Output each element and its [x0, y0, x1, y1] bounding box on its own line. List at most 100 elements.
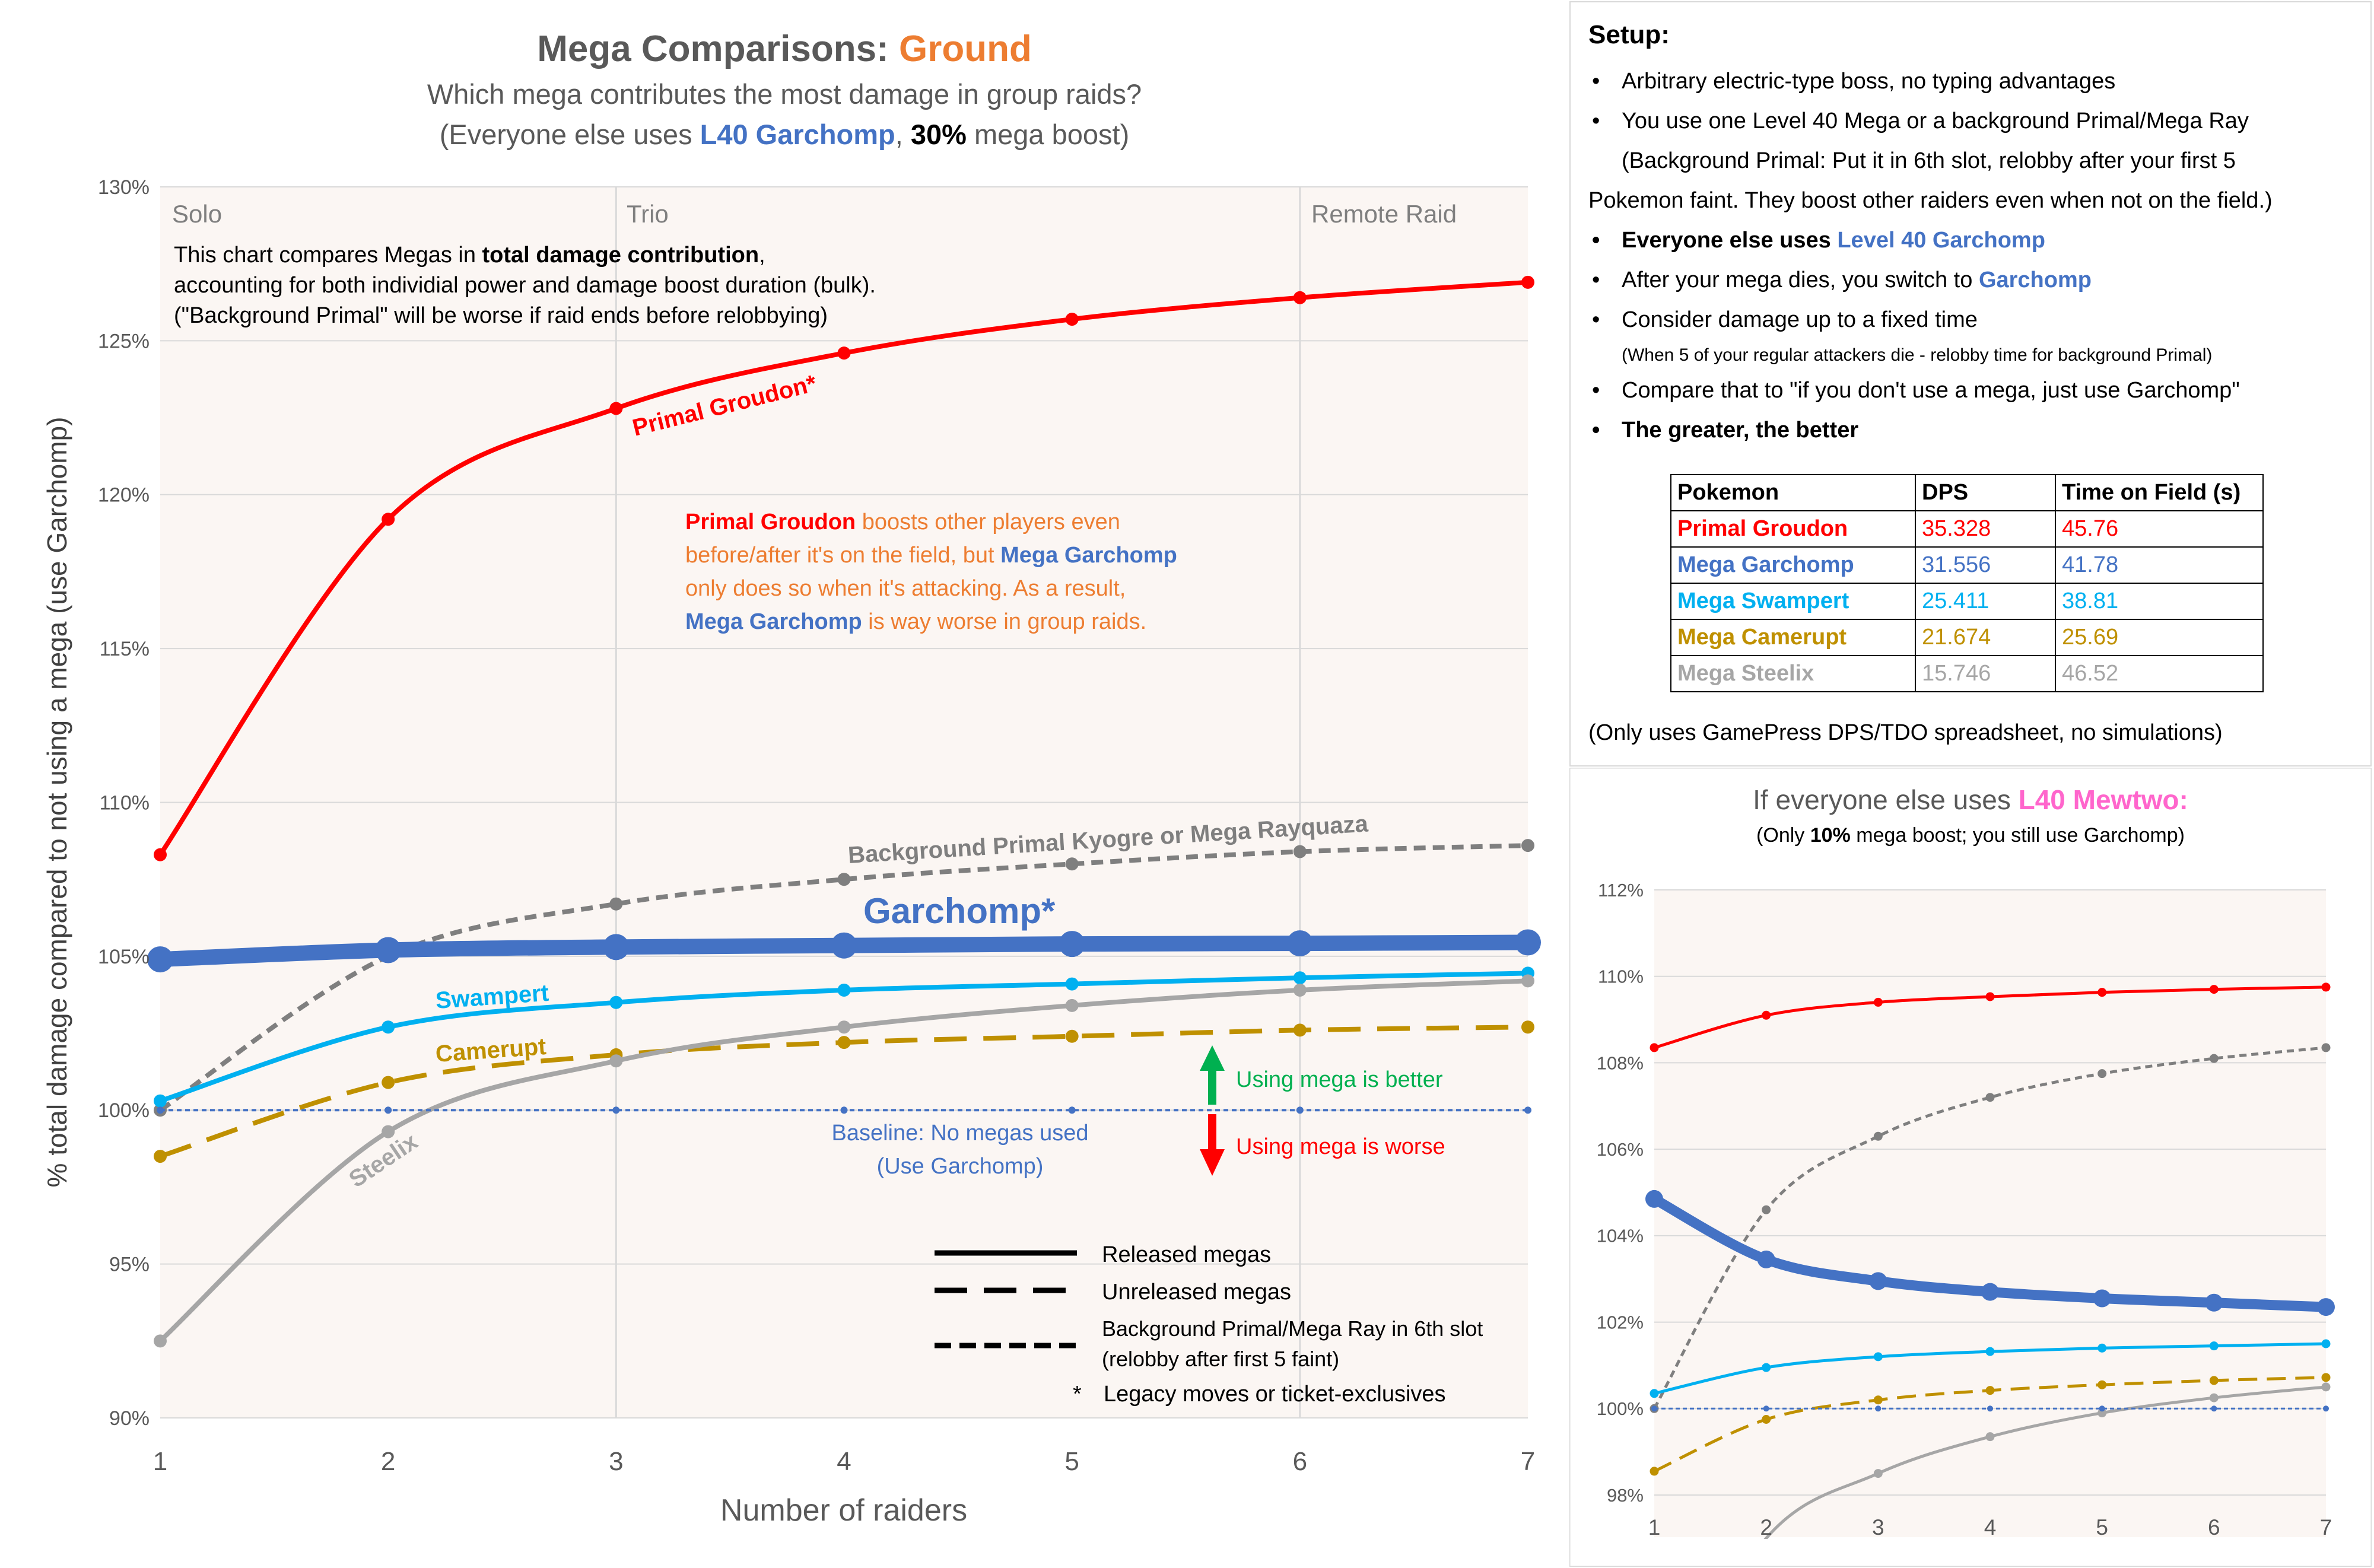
data-point-background-primal-kyogre-or-mega-rayquaza	[2321, 1043, 2331, 1052]
data-point-baseline	[1296, 1106, 1304, 1114]
main-x-axis-label: Number of raiders	[720, 1493, 967, 1528]
x-tick-label: 1	[153, 1447, 167, 1476]
x-tick-label: 6	[2208, 1515, 2220, 1540]
data-point-background-primal-kyogre-or-mega-rayquaza	[1065, 857, 1079, 871]
mewtwo-title: If everyone else uses L40 Mewtwo:	[1753, 784, 2188, 815]
y-tick-label: 90%	[109, 1407, 150, 1430]
data-point-garchomp	[1757, 1250, 1775, 1268]
y-tick-label: 108%	[1597, 1052, 1644, 1073]
data-point-primal-groudon	[2209, 985, 2219, 994]
x-tick-label: 4	[837, 1447, 851, 1476]
dps-table-header: Pokemon DPS Time on Field (s)	[1670, 474, 2264, 511]
data-point-swampert	[154, 1094, 167, 1108]
y-tick-label: 106%	[1597, 1139, 1644, 1160]
data-point-camerupt	[837, 1036, 851, 1049]
data-point-steelix	[154, 1334, 167, 1348]
data-point-background-primal-kyogre-or-mega-rayquaza	[2209, 1054, 2219, 1063]
data-point-camerupt	[1065, 1029, 1079, 1043]
data-point-background-primal-kyogre-or-mega-rayquaza	[1985, 1093, 1995, 1102]
data-point-steelix	[2097, 1408, 2107, 1418]
setup-item: After your mega dies, you switch to Garc…	[1588, 260, 2360, 300]
y-tick-label: 102%	[1597, 1312, 1644, 1332]
legend-background-1: Background Primal/Mega Ray in 6th slot	[1102, 1316, 1483, 1341]
data-point-primal-groudon	[2097, 988, 2107, 997]
dps-table-header-cell: Pokemon	[1670, 474, 1916, 511]
data-point-camerupt	[1293, 1023, 1307, 1037]
setup-item: Compare that to "if you don't use a mega…	[1588, 371, 2360, 411]
data-point-primal-groudon	[1293, 291, 1307, 304]
y-tick-label: 115%	[100, 638, 150, 660]
dps-table-header-cell: DPS	[1915, 474, 2056, 511]
data-point-garchomp	[375, 937, 402, 963]
dps-table: Pokemon DPS Time on Field (s) Primal Gro…	[1670, 474, 2264, 692]
data-point-primal-groudon	[1762, 1010, 1771, 1020]
data-point-baseline	[1987, 1405, 1993, 1412]
data-point-garchomp	[1515, 929, 1541, 956]
data-point-background-primal-kyogre-or-mega-rayquaza	[1762, 1205, 1771, 1214]
data-point-primal-groudon	[837, 346, 851, 360]
table-row: Mega Steelix 15.746 46.52	[1670, 655, 2264, 692]
data-point-primal-groudon	[154, 848, 167, 861]
data-point-steelix	[382, 1125, 395, 1138]
data-point-swampert	[1650, 1389, 1659, 1398]
data-point-steelix	[609, 1054, 623, 1068]
data-point-primal-groudon	[1985, 992, 1995, 1001]
svg-text:before/after it's on the field: before/after it's on the field, but Mega…	[685, 543, 1177, 568]
dps-table-header-cell: Time on Field (s)	[2055, 474, 2264, 511]
data-point-garchomp	[2093, 1289, 2111, 1308]
baseline-label: Baseline: No megas used	[831, 1121, 1088, 1146]
y-tick-label: 110%	[1598, 966, 1644, 987]
mewtwo-subtitle: (Only 10% mega boost; you still use Garc…	[1756, 824, 2185, 847]
data-point-garchomp	[603, 934, 630, 960]
data-point-camerupt	[2097, 1380, 2107, 1389]
data-point-primal-groudon	[1065, 313, 1079, 326]
mewtwo-x-tick-labels: 1 2 3 4 5 6 7	[1648, 1515, 2332, 1540]
y-tick-label: 130%	[98, 176, 150, 199]
baseline-sublabel: (Use Garchomp)	[877, 1154, 1044, 1179]
data-point-swampert	[1873, 1352, 1883, 1362]
data-point-steelix	[1293, 983, 1307, 997]
mewtwo-bottom-mask	[1569, 1539, 2372, 1567]
setup-item: Everyone else uses Level 40 Garchomp	[1588, 221, 2360, 260]
y-tick-label: 95%	[109, 1254, 150, 1276]
data-point-garchomp	[1981, 1283, 1999, 1301]
main-y-axis-label: % total damage compared to not using a m…	[42, 417, 72, 1188]
data-point-steelix	[1985, 1432, 1995, 1442]
region-dividers	[615, 187, 1301, 1418]
mewtwo-y-tick-labels: 98% 100% 102% 104% 106% 108% 110% 112%	[1597, 880, 1644, 1506]
x-tick-label: 7	[1521, 1447, 1535, 1476]
table-row: Primal Groudon 35.328 45.76	[1670, 510, 2264, 548]
y-tick-label: 105%	[98, 946, 150, 968]
dps-table-body: Primal Groudon 35.328 45.76 Mega Garchomp 3…	[1670, 510, 2264, 692]
svg-text:Mega Garchomp is way worse in: Mega Garchomp is way worse in group raid…	[685, 609, 1146, 634]
data-point-baseline	[1875, 1405, 1882, 1412]
data-point-baseline	[1068, 1106, 1076, 1114]
setup-title: Setup:	[1588, 20, 1670, 49]
x-tick-label: 5	[2096, 1515, 2108, 1540]
chart-note-line-1: This chart compares Megas in total damag…	[174, 243, 765, 268]
data-point-primal-groudon	[2321, 982, 2331, 992]
setup-item-continuation: Pokemon faint. They boost other raiders …	[1588, 188, 2273, 213]
x-tick-label: 2	[381, 1447, 395, 1476]
region-label-solo: Solo	[172, 200, 222, 228]
setup-item: Consider damage up to a fixed time	[1588, 300, 2360, 340]
data-point-baseline	[612, 1106, 620, 1114]
chart-note-line-2: accounting for both individial power and…	[174, 273, 876, 298]
data-point-baseline	[384, 1106, 392, 1114]
region-label-trio: Trio	[627, 200, 669, 228]
setup-item-continuation: (Background Primal: Put it in 6th slot, …	[1622, 148, 2236, 173]
table-row: Mega Swampert 25.411 38.81	[1670, 583, 2264, 620]
data-point-background-primal-kyogre-or-mega-rayquaza	[1293, 845, 1307, 858]
data-point-garchomp	[1286, 930, 1313, 957]
data-point-primal-groudon	[609, 402, 623, 415]
data-point-camerupt	[154, 1150, 167, 1163]
data-point-background-primal-kyogre-or-mega-rayquaza	[609, 897, 623, 911]
data-point-baseline	[1524, 1106, 1531, 1114]
svg-text:only does so when it's attacki: only does so when it's attacking. As a r…	[685, 576, 1126, 601]
data-point-garchomp	[2317, 1298, 2335, 1316]
table-row: Mega Garchomp 31.556 41.78	[1670, 546, 2264, 584]
label-garchomp: Garchomp*	[863, 891, 1056, 931]
main-series-layer	[147, 275, 1541, 1348]
x-tick-label: 2	[1760, 1515, 1772, 1540]
legend-released: Released megas	[1102, 1242, 1271, 1267]
